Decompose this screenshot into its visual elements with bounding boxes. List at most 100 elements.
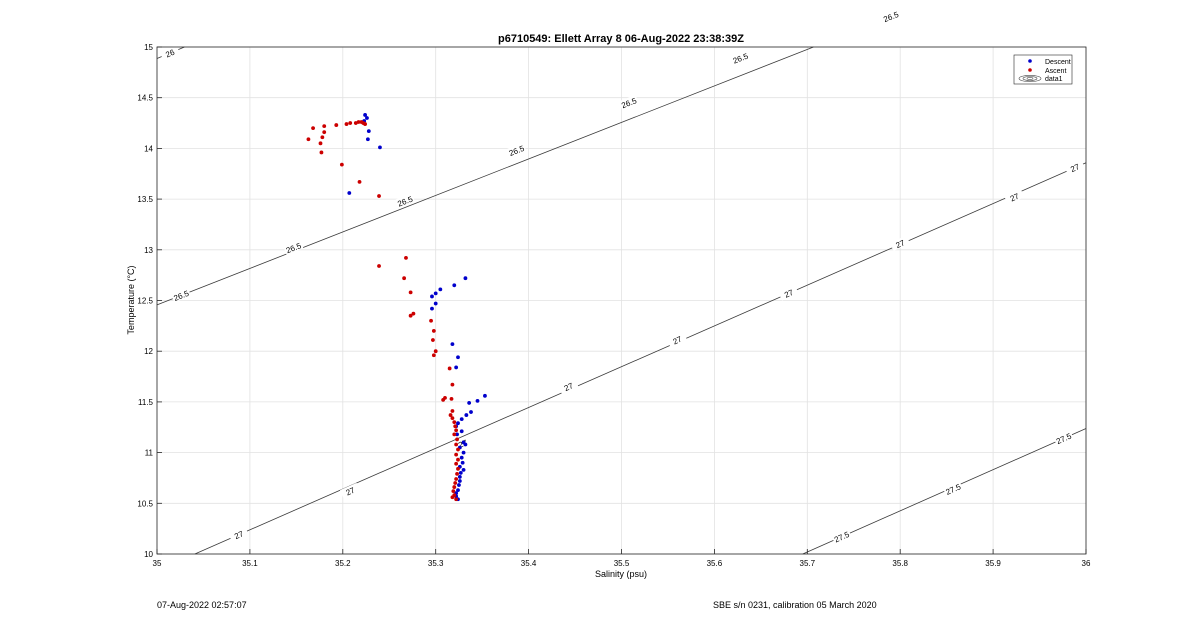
ascent-point: [441, 397, 446, 402]
ascent-point: [319, 150, 324, 155]
ascent-point: [334, 123, 339, 127]
descent-point: [430, 306, 434, 311]
contour-label-bg: [831, 528, 852, 545]
contour-line: [156, 46, 814, 306]
ascent-point: [344, 122, 349, 126]
descent-point: [475, 398, 480, 403]
ascent-point: [456, 447, 460, 452]
descent-point: [461, 467, 466, 472]
descent-point: [430, 294, 434, 299]
contour-label-bg: [283, 239, 304, 255]
contour-label: 27: [783, 288, 795, 300]
ascent-point: [450, 495, 455, 500]
contour-label-bg: [880, 8, 901, 24]
x-tick-label: 35.9: [985, 559, 1001, 568]
y-tick-label: 13: [144, 246, 153, 255]
y-tick-label: 15: [144, 43, 153, 52]
y-tick-label: 12.5: [137, 297, 153, 306]
ascent-point: [456, 457, 460, 462]
ascent-point: [456, 466, 460, 471]
descent-point: [457, 479, 462, 483]
x-tick-label: 35.8: [892, 559, 908, 568]
contour-label: 27: [233, 529, 245, 541]
x-axis-label: Salinity (psu): [595, 569, 647, 579]
descent-point: [433, 301, 438, 306]
contour-label-bg: [1064, 159, 1085, 175]
descent-point: [455, 432, 459, 437]
descent-point: [459, 429, 464, 434]
ascent-point: [411, 311, 416, 316]
ascent-point: [318, 141, 323, 146]
chart-title: p6710549: Ellett Array 8 06-Aug-2022 23:…: [498, 33, 744, 45]
contour-label: 27: [345, 485, 357, 497]
y-tick-label: 12: [144, 347, 153, 356]
contour-label-bg: [778, 285, 799, 301]
ascent-point: [356, 120, 361, 124]
descent-point: [452, 283, 457, 288]
ascent-point: [453, 424, 458, 429]
x-tick-label: 35.3: [428, 559, 444, 568]
x-tick-label: 35.5: [614, 559, 630, 568]
ascent-point: [450, 409, 455, 413]
descent-point: [463, 276, 468, 281]
ascent-point: [322, 130, 327, 135]
contour-label-bg: [170, 287, 191, 303]
descent-point: [454, 365, 459, 370]
ascent-point: [431, 353, 436, 358]
contour-label-bg: [730, 50, 751, 66]
descent-point: [433, 291, 438, 296]
legend-contour-icon: [1018, 75, 1042, 83]
descent-point: [363, 113, 367, 117]
legend-data1-label: data1: [1045, 76, 1063, 83]
ascent-point: [402, 276, 407, 281]
contour-label-bg: [558, 378, 579, 394]
contour-label-bg: [1004, 188, 1025, 205]
descent-point: [378, 145, 382, 150]
contour-label-bg: [889, 235, 911, 251]
contour-label-bg: [1053, 430, 1074, 446]
y-ticks: 10 10.5 11 11.5 12 12.5 13 13.5 14 14.5 15: [137, 43, 162, 559]
x-tick-label: 35.6: [707, 559, 723, 568]
x-ticks: 35 35.1 35.2 35.3 35.4 35.5 35.6 35.7 35.8 35.9 36: [153, 549, 1091, 568]
contour-label-bg: [339, 482, 361, 499]
contour-label-bg: [159, 44, 180, 61]
data-points: [306, 113, 487, 502]
legend-ascent-label: Ascent: [1045, 68, 1066, 75]
ascent-point: [339, 162, 344, 167]
legend-box: [1013, 54, 1073, 85]
descent-point: [450, 342, 455, 347]
descent-point: [438, 287, 443, 292]
contour-label: 27: [563, 381, 575, 393]
descent-point: [456, 355, 460, 360]
ascent-point: [357, 179, 362, 184]
contour-label-bg: [228, 526, 249, 543]
ascent-point: [363, 122, 367, 126]
descent-point: [463, 442, 468, 447]
contour-label: 26: [164, 47, 176, 59]
contour-label-bg: [506, 142, 527, 158]
descent-point: [460, 460, 465, 465]
contour-label-bg: [618, 94, 639, 110]
y-tick-label: 14.5: [137, 94, 153, 103]
footer-timestamp: 07-Aug-2022 02:57:07: [157, 600, 247, 610]
ascent-point: [311, 126, 315, 131]
descent-point: [459, 455, 464, 460]
ascent-point: [454, 461, 459, 466]
contour-label: 27: [672, 334, 684, 346]
descent-point: [365, 137, 370, 142]
x-tick-label: 35: [153, 559, 162, 568]
ascent-point: [306, 137, 311, 142]
ascent-point: [453, 481, 458, 485]
ascent-point: [320, 135, 325, 140]
x-tick-label: 35.1: [242, 559, 258, 568]
ascent-point: [452, 420, 457, 425]
ascent-point: [322, 124, 327, 128]
descent-point: [457, 475, 462, 479]
ascent-point: [431, 329, 436, 333]
ascent-point: [408, 290, 413, 295]
ascent-point: [448, 413, 453, 417]
ascent-point: [433, 349, 438, 354]
ascent-point: [450, 416, 455, 421]
x-tick-label: 35.4: [521, 559, 537, 568]
